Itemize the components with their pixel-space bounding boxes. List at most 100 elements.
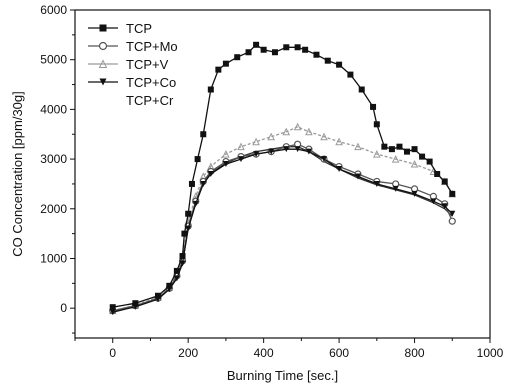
data-point [207, 86, 214, 93]
x-tick-label: 1000 [477, 346, 504, 360]
data-point [305, 127, 313, 136]
data-point [173, 267, 180, 274]
series-tcp-cr [112, 146, 453, 312]
data-point [411, 190, 418, 197]
data-point [166, 282, 173, 289]
data-point [238, 156, 244, 163]
data-point [302, 46, 309, 53]
series-line [112, 143, 453, 312]
data-point [283, 146, 290, 153]
data-point [426, 158, 433, 165]
series-tcp-co [109, 146, 456, 316]
legend-item: TCP+Co [88, 75, 176, 90]
data-point [324, 57, 331, 64]
legend-label: TCP+Co [126, 75, 176, 90]
data-point [347, 71, 354, 78]
data-point [283, 44, 290, 51]
data-point [336, 166, 343, 173]
data-point [305, 148, 312, 155]
y-tick-label: 0 [60, 301, 67, 315]
y-axis-label: CO Concentration [ppm/30g] [10, 91, 25, 256]
data-point [234, 54, 241, 61]
data-point [313, 51, 320, 58]
y-tick-label: 3000 [40, 152, 67, 166]
data-point [215, 66, 222, 73]
data-point [381, 143, 388, 150]
y-tick-label: 4000 [40, 102, 67, 116]
data-point [335, 137, 343, 146]
x-axis-ticks: 0 200 400 600 800 1000 [74, 338, 504, 360]
data-point [358, 86, 365, 93]
data-point [294, 44, 301, 51]
legend-item: TCP [88, 21, 152, 36]
data-point [449, 190, 456, 197]
series-line [112, 146, 453, 312]
data-point [370, 103, 377, 110]
data-point [200, 180, 207, 187]
data-point [321, 156, 327, 163]
legend-item: TCP+Mo [88, 39, 178, 54]
data-point [293, 122, 302, 131]
data-point [396, 143, 403, 150]
y-axis-ticks: 0 1000 2000 3000 4000 5000 6000 [40, 3, 75, 334]
legend-label: TCP+Mo [126, 39, 178, 54]
series-tcp-v [108, 122, 457, 315]
y-tick-label: 1000 [40, 251, 67, 265]
data-point [252, 137, 260, 146]
data-point [109, 309, 116, 316]
data-point [207, 171, 214, 177]
data-point [132, 300, 139, 307]
data-point [179, 260, 186, 267]
data-point [449, 210, 456, 217]
data-point [373, 180, 380, 187]
data-point [192, 200, 199, 207]
series-tcp-mo [109, 140, 456, 315]
data-point [354, 142, 362, 151]
legend-item: TCP+V [88, 57, 169, 72]
data-point [373, 150, 381, 158]
data-point [294, 146, 301, 153]
plot-frame [74, 9, 491, 339]
data-point [253, 151, 260, 158]
data-point [179, 253, 186, 259]
legend-label: TCP+V [126, 57, 169, 72]
data-point [268, 148, 275, 155]
series-layer [108, 41, 457, 316]
x-tick-label: 200 [178, 346, 198, 360]
data-point [267, 132, 275, 141]
legend-label: TCP [126, 21, 152, 36]
y-tick-label: 2000 [40, 202, 67, 216]
data-point [392, 185, 399, 192]
legend: TCP TCP+Mo TCP+V TCP+Co TCP+Cr [88, 21, 178, 108]
data-point [260, 46, 267, 53]
data-point [448, 217, 456, 225]
series-line [112, 148, 453, 313]
x-tick-label: 600 [329, 346, 349, 360]
legend-label: TCP+Cr [126, 93, 174, 108]
legend-marker [99, 78, 107, 86]
legend-marker [99, 24, 107, 32]
data-point [237, 142, 245, 151]
data-point [410, 159, 419, 168]
data-point [391, 154, 400, 163]
legend-marker [98, 59, 108, 68]
data-point [271, 49, 278, 56]
x-tick-label: 800 [405, 346, 425, 360]
legend-marker [98, 41, 108, 51]
data-point [282, 127, 291, 136]
data-point [388, 146, 395, 153]
data-point [185, 210, 192, 217]
data-point [320, 132, 328, 141]
data-point [354, 173, 361, 180]
data-point [222, 161, 229, 168]
legend-item: TCP+Cr [126, 93, 174, 108]
data-point [373, 121, 380, 128]
data-point [188, 180, 195, 187]
data-point [200, 131, 207, 138]
data-point [109, 304, 116, 311]
data-point [441, 178, 448, 185]
x-axis-label: Burning Time [sec.] [227, 368, 338, 383]
series-tcp [109, 41, 456, 311]
data-point [173, 275, 180, 282]
